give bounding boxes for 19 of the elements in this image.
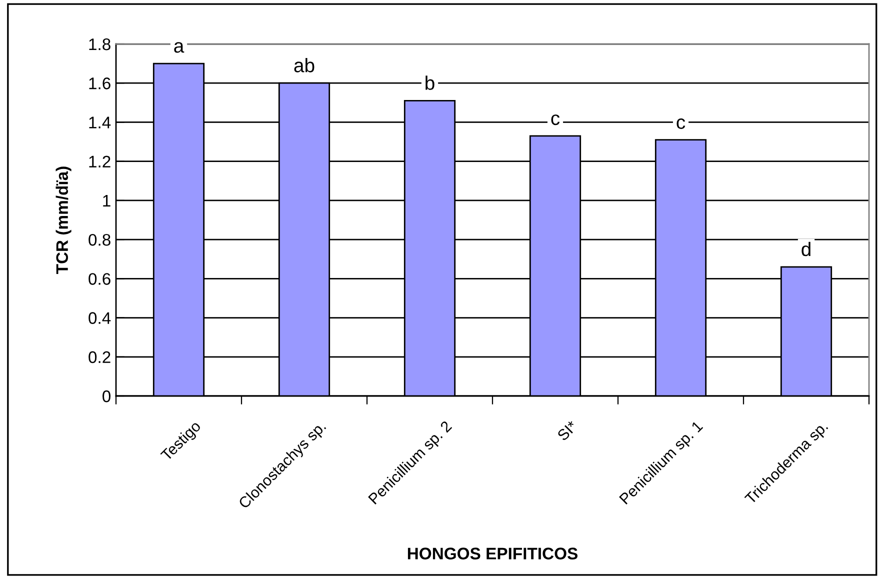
x-axis-title: HONGOS EPIFITICOS: [408, 548, 578, 560]
y-tick-label: 0.2: [88, 351, 110, 364]
annotation: a: [174, 42, 184, 53]
y-tick-label: 0.6: [88, 273, 110, 285]
annotation: d: [802, 242, 810, 256]
annotation: b: [426, 76, 434, 90]
y-tick-label: 1.4: [89, 116, 111, 128]
y-tick-label: 1.6: [89, 78, 110, 90]
x-tick-label: SI*: [556, 420, 578, 442]
y-tick-label: 1: [103, 195, 110, 206]
annotation: c: [551, 114, 560, 126]
y-tick-label: 1.8: [89, 38, 110, 50]
annotation: ab: [294, 58, 314, 72]
annotation: c: [676, 118, 686, 130]
y-axis-title: TCR (mm/dïa): [56, 166, 72, 274]
y-tick-label: 0: [102, 390, 110, 402]
y-tick-label: 0.4: [88, 312, 111, 324]
y-tick-label: 1.2: [89, 156, 110, 168]
y-tick-label: 0.8: [88, 234, 110, 246]
